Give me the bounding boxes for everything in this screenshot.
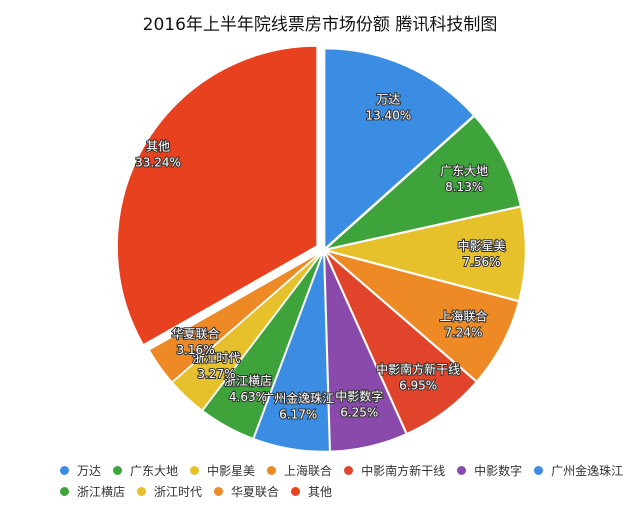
slice-value-label: 7.56% (462, 255, 500, 269)
slice-label: 中影星美 (457, 238, 505, 253)
legend-label: 华夏联合 (231, 485, 280, 499)
legend-item: 中影星美 (190, 462, 255, 479)
slice-label: 浙江时代 (192, 351, 240, 365)
legend-marker (60, 466, 69, 475)
legend-label: 中影南方新干线 (361, 464, 446, 478)
legend-marker (457, 466, 467, 475)
slice-value-label: 6.95% (399, 378, 437, 392)
legend-item: 中影南方新干线 (344, 462, 445, 479)
legend-item: 中影数字 (457, 462, 522, 479)
legend-label: 其他 (308, 485, 333, 499)
legend-label: 中影数字 (474, 464, 523, 478)
legend-marker (534, 466, 544, 475)
legend-marker (267, 466, 277, 475)
legend-marker (344, 466, 354, 475)
legend-marker (291, 487, 301, 496)
pie-slice (147, 250, 324, 384)
legend-item: 广东大地 (113, 462, 178, 479)
slice-value-label: 6.17% (279, 407, 317, 421)
slice-label: 中影数字 (335, 388, 383, 403)
legend-marker (214, 487, 224, 496)
slice-value-label: 8.13% (445, 180, 483, 194)
pie-slice (116, 45, 318, 346)
legend-marker (60, 487, 69, 496)
slice-label: 广东大地 (440, 164, 488, 178)
legend-item: 广州金逸珠江 (534, 462, 623, 479)
legend-marker (113, 466, 123, 475)
slice-value-label: 7.24% (444, 325, 482, 339)
legend-label: 浙江横店 (77, 485, 126, 499)
slice-value-label: 4.63% (229, 390, 267, 404)
legend-label: 广东大地 (130, 464, 179, 478)
slice-value-label: 3.16% (176, 343, 214, 357)
pie-slice (323, 47, 475, 251)
legend-marker (137, 487, 147, 496)
legend-item: 其他 (291, 483, 332, 500)
slice-label: 万达 (376, 92, 400, 106)
slice-label: 浙江横店 (224, 374, 272, 388)
pie-slice (322, 115, 522, 251)
legend-label: 中影星美 (207, 464, 256, 478)
slice-value-label: 6.25% (340, 405, 378, 419)
legend-item: 浙江横店 (60, 483, 125, 500)
slice-label: 华夏联合 (172, 326, 220, 341)
legend-label: 万达 (77, 464, 102, 478)
slice-label: 上海联合 (439, 308, 487, 323)
pie-slice (325, 205, 527, 302)
legend-item: 上海联合 (267, 462, 332, 479)
slice-label: 中影南方新干线 (376, 361, 460, 376)
legend-item: 华夏联合 (214, 483, 279, 500)
chart-title: 2016年上半年院线票房市场份额 腾讯科技制图 (142, 15, 498, 35)
legend-label: 浙江时代 (154, 485, 203, 499)
slice-value-label: 13.40% (365, 108, 411, 122)
slice-value-label: 33.24% (135, 156, 181, 170)
slice-label: 其他 (146, 140, 170, 154)
legend: 万达 广东大地 中影星美 上海联合 中影南方新干线 中影数字 广州金逸珠江浙江横店 浙江时代 华… (60, 462, 640, 504)
legend-label: 上海联合 (284, 464, 333, 478)
legend-marker (190, 466, 200, 475)
slice-label: 广州金逸珠江 (262, 390, 334, 405)
legend-label: 广州金逸珠江 (551, 464, 624, 478)
legend-item: 浙江时代 (137, 483, 202, 500)
slice-value-label: 3.27% (197, 367, 235, 381)
legend-item: 万达 (60, 462, 101, 479)
pie-slice (324, 249, 520, 383)
